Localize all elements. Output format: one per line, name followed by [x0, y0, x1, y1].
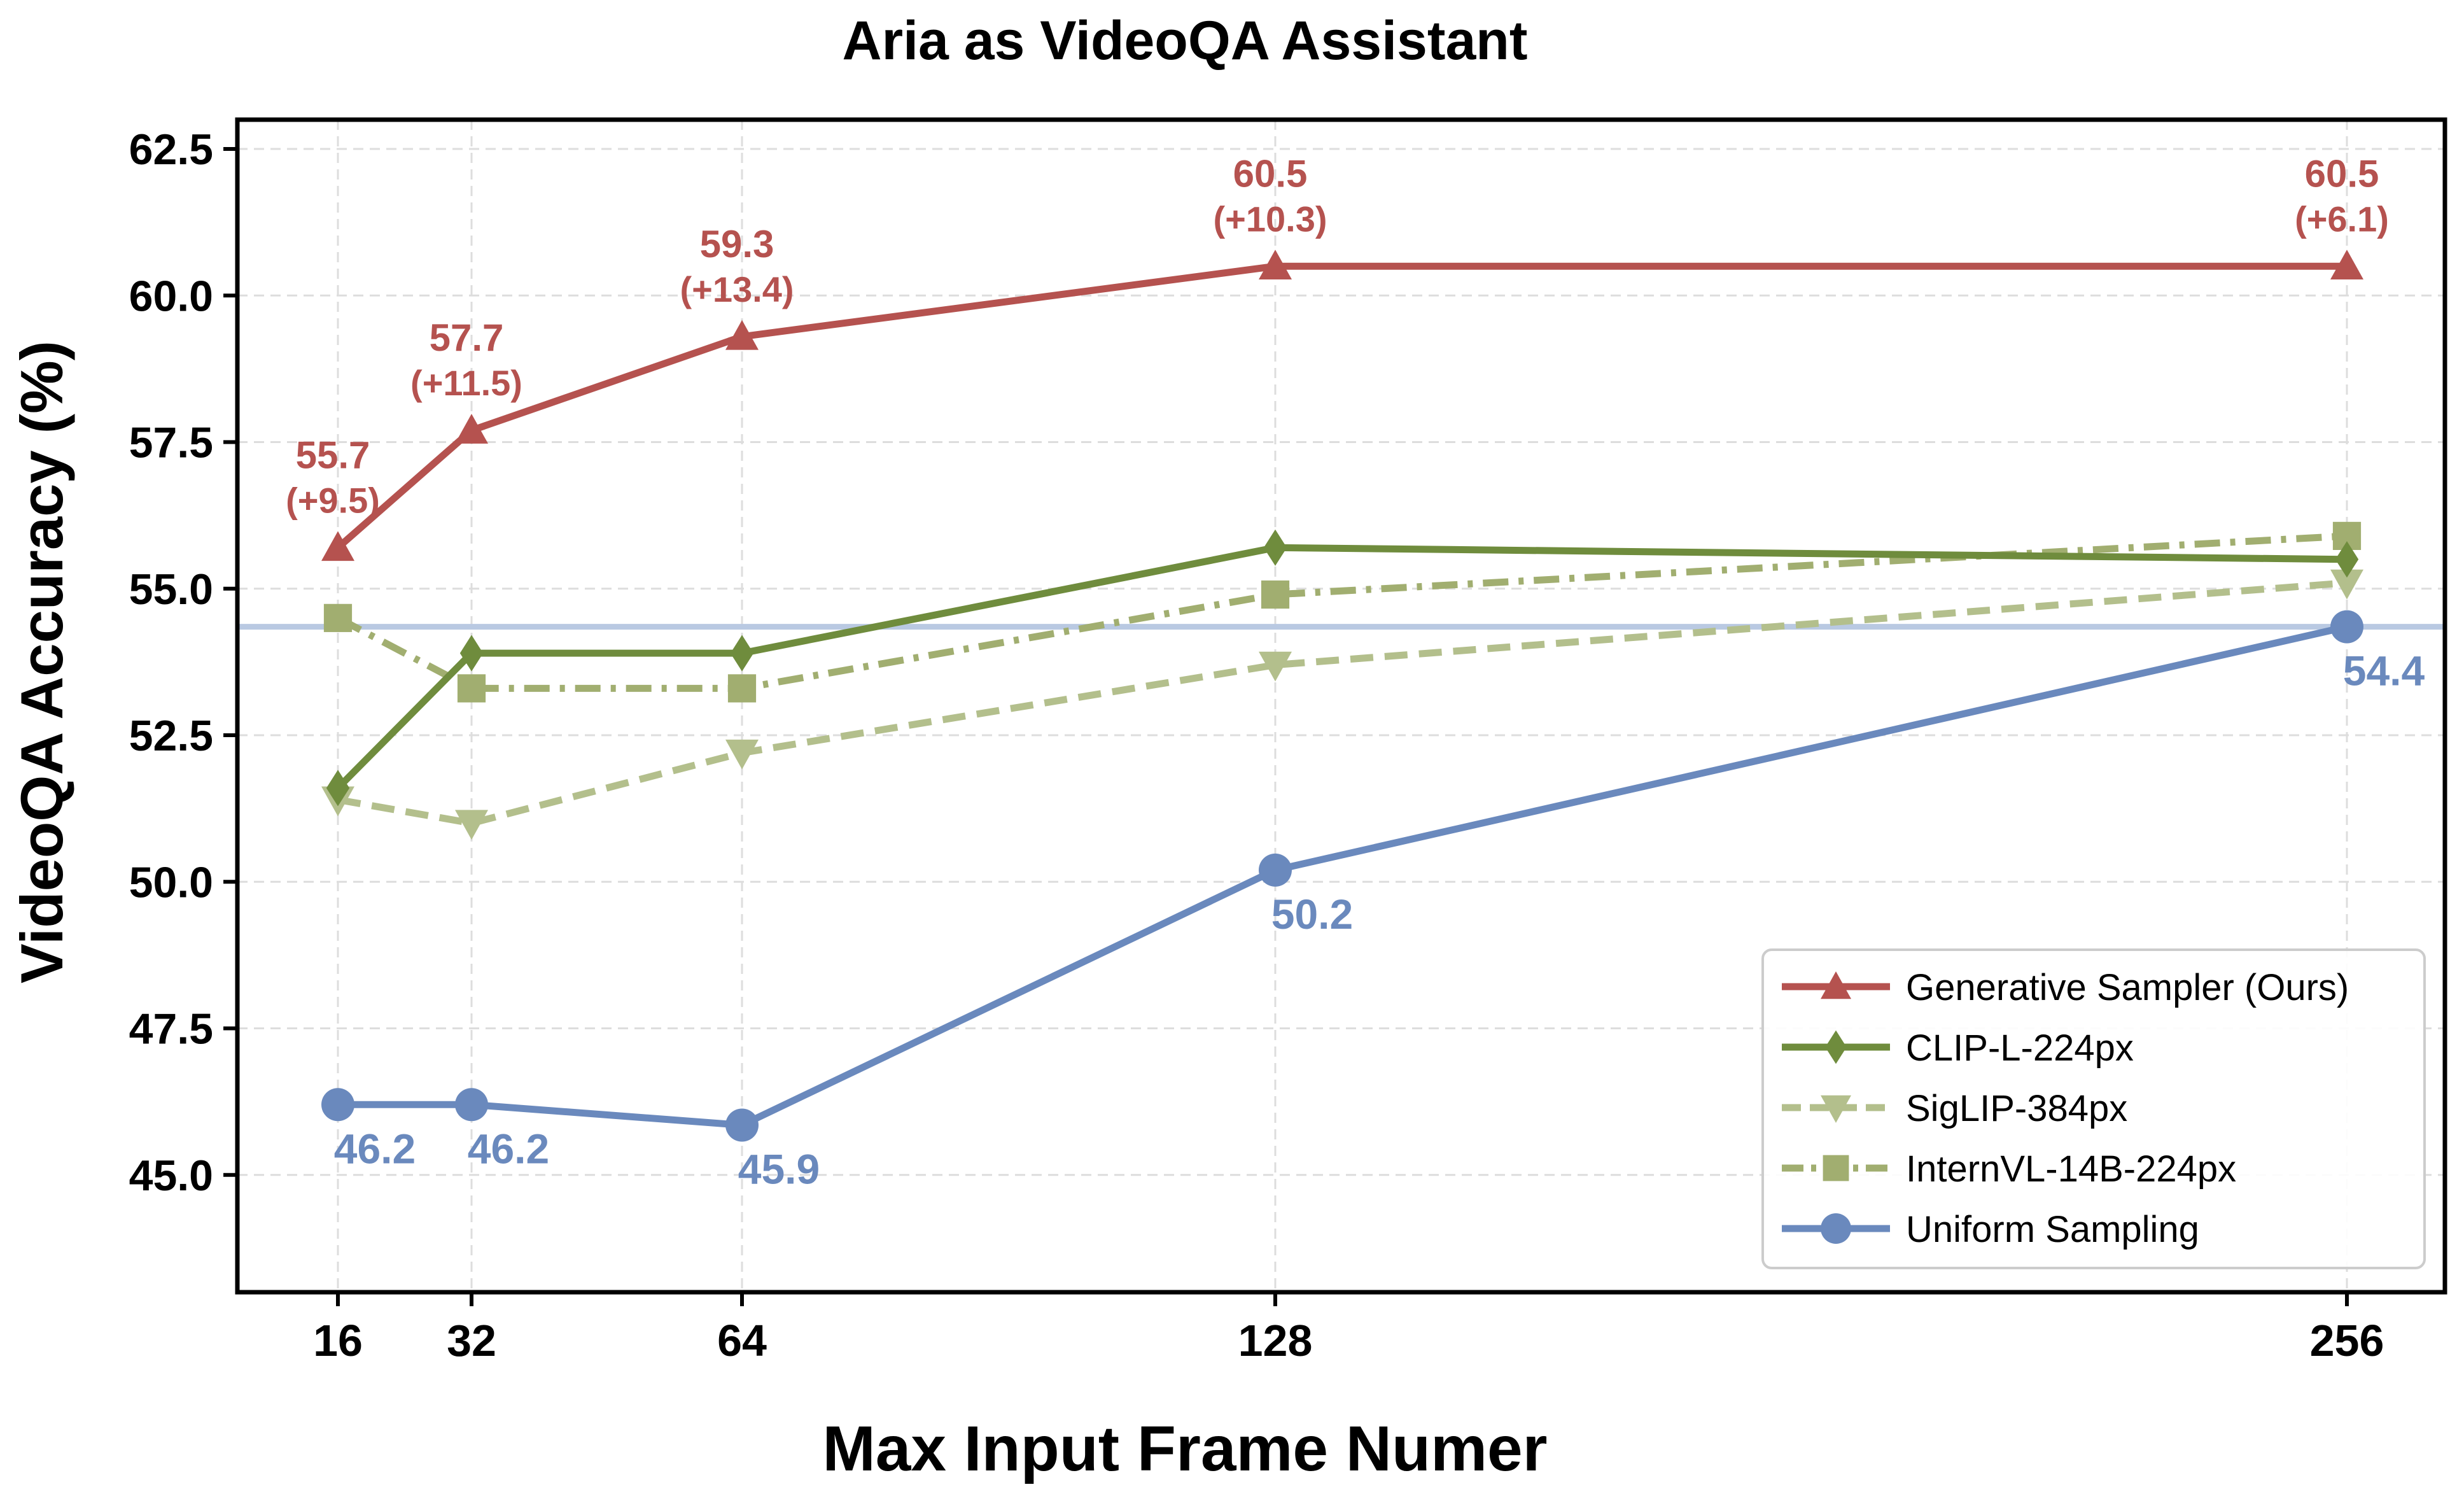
legend-label: Uniform Sampling	[1906, 1209, 2199, 1250]
plot-frame	[235, 117, 2447, 1295]
marker-circle	[2330, 610, 2363, 644]
marker-circle	[1259, 853, 1292, 887]
data-label-gain: (+9.5)	[286, 480, 380, 520]
x-tick-label: 128	[1238, 1316, 1313, 1365]
marker-triangle-up	[455, 414, 488, 444]
x-tick-label: 256	[2310, 1316, 2384, 1365]
y-tick-label: 62.5	[129, 125, 213, 174]
y-tick-label: 50.0	[129, 858, 213, 906]
legend-label: InternVL-14B-224px	[1906, 1148, 2236, 1190]
legend-box	[1761, 948, 2426, 1269]
data-label-gain: (+11.5)	[410, 363, 522, 403]
legend-label: CLIP-L-224px	[1906, 1027, 2134, 1069]
data-label-value: 54.4	[2343, 647, 2425, 694]
data-label-value: 50.2	[1271, 891, 1353, 938]
series-line	[337, 579, 2348, 827]
legend-entry: Generative Sampler (Ours)	[1782, 967, 2349, 1008]
y-tick-label: 47.5	[129, 1005, 213, 1053]
axes: 45.0 47.5 50.0 52.5 55.0 57.5 60.0 62.5 16 32 64 12…	[129, 117, 2447, 1365]
data-label-value: 60.5	[2305, 152, 2379, 195]
marker-triangle-down	[2330, 569, 2363, 600]
y-tick-label: 45.0	[129, 1152, 213, 1200]
series-line	[334, 262, 2351, 551]
marker-triangle-down	[1821, 1095, 1851, 1123]
data-label-gain: (+13.4)	[680, 269, 794, 309]
marker-square	[727, 674, 757, 703]
x-tick-label: 16	[313, 1316, 363, 1365]
legend-entry: InternVL-14B-224px	[1782, 1148, 2236, 1190]
y-tick-label: 55.0	[129, 565, 213, 614]
marker-diamond	[326, 770, 350, 807]
marker-triangle-up	[321, 531, 354, 561]
marker-circle	[725, 1108, 759, 1142]
series-clip-l-224px	[326, 529, 2359, 807]
marker-triangle-down	[455, 810, 488, 840]
y-axis-label: VideoQA Accuracy (%)	[8, 341, 75, 983]
marker-triangle-up	[1259, 250, 1292, 280]
y-tick-label: 60.0	[129, 272, 213, 320]
legend-entry: Uniform Sampling	[1782, 1209, 2199, 1250]
series-generative-sampler-ours	[321, 250, 2363, 561]
marker-circle	[1821, 1213, 1851, 1244]
marker-square	[323, 603, 353, 632]
y-tick-label: 52.5	[129, 712, 213, 760]
data-label-gain: (+10.3)	[1214, 199, 1327, 239]
marker-triangle-up	[2330, 250, 2363, 280]
marker-square	[457, 674, 486, 703]
marker-square	[1823, 1155, 1849, 1181]
marker-square	[1261, 580, 1290, 609]
x-tick-label: 32	[447, 1316, 496, 1365]
data-label-value: 46.2	[334, 1125, 416, 1172]
marker-circle	[321, 1088, 354, 1122]
x-axis-label: Max Input Frame Numer	[822, 1413, 1547, 1484]
series-group	[321, 250, 2363, 1142]
data-label-gain: (+6.1)	[2295, 199, 2389, 239]
marker-triangle-up	[725, 320, 759, 350]
legend: Generative Sampler (Ours) CLIP-L-224px Sig…	[1761, 948, 2426, 1269]
marker-diamond	[730, 635, 754, 672]
legend-label: Generative Sampler (Ours)	[1906, 967, 2349, 1008]
series-line	[334, 544, 2351, 792]
data-label-value: 46.2	[468, 1125, 549, 1172]
marker-diamond	[1263, 529, 1287, 566]
marker-diamond	[1825, 1030, 1847, 1064]
marker-diamond	[2335, 541, 2359, 578]
legend-entry: CLIP-L-224px	[1782, 1027, 2134, 1069]
data-label-value: 45.9	[738, 1146, 820, 1193]
series-siglip-384px	[321, 569, 2363, 840]
y-tick-label: 57.5	[129, 419, 213, 467]
data-label-value: 59.3	[700, 223, 774, 265]
marker-triangle-up	[1821, 971, 1851, 999]
data-label-value: 60.5	[1233, 152, 1308, 195]
marker-triangle-down	[725, 739, 759, 770]
legend-label: SigLIP-384px	[1906, 1088, 2127, 1129]
chart-title: Aria as VideoQA Assistant	[843, 10, 1528, 71]
marker-circle	[455, 1088, 488, 1122]
data-label-value: 55.7	[296, 433, 370, 476]
legend-entry: SigLIP-384px	[1782, 1088, 2127, 1129]
series-uniform-sampling	[321, 610, 2363, 1142]
series-internvl-14b-224px	[323, 521, 2362, 703]
data-labels: 55.7(+9.5)57.7(+11.5)59.3(+13.4)60.5(+10…	[286, 152, 2425, 1192]
x-tick-label: 64	[717, 1316, 767, 1365]
marker-triangle-down	[1259, 651, 1292, 682]
marker-diamond	[459, 635, 484, 672]
data-label-value: 57.7	[430, 316, 504, 359]
